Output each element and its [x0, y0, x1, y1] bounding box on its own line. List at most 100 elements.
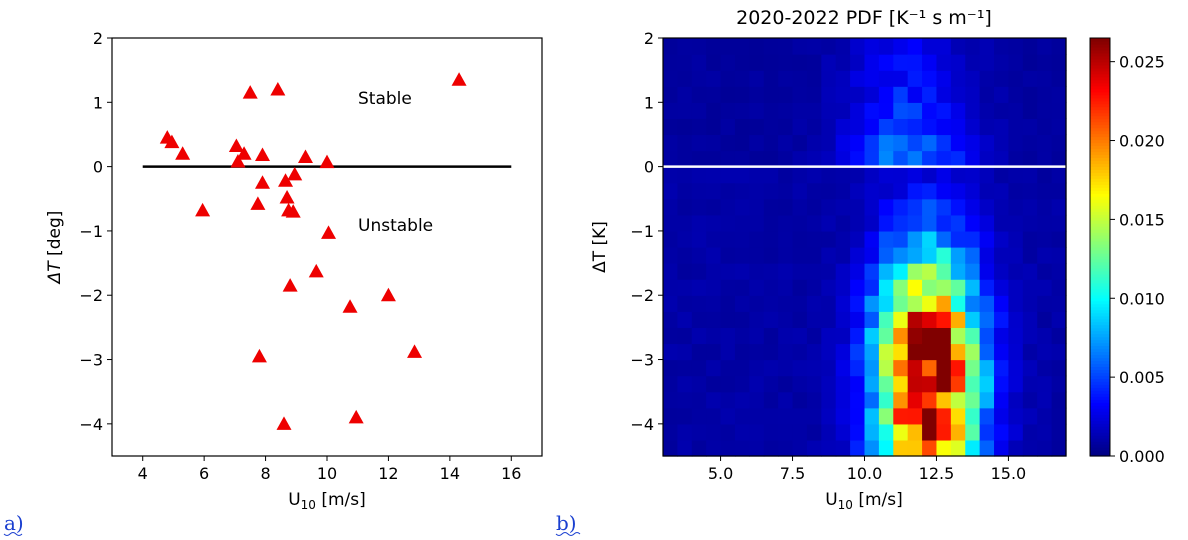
heatmap-cell	[677, 150, 693, 168]
heatmap-cell	[1008, 391, 1024, 409]
heatmap-cell	[965, 214, 981, 232]
heatmap-cell	[763, 70, 779, 87]
heatmap-cell	[691, 375, 707, 393]
colorbar-strip	[1090, 46, 1110, 51]
heatmap-cell	[922, 263, 938, 280]
panel-letter-a: a)	[4, 511, 24, 535]
heatmap-cell	[835, 263, 851, 280]
heatmap-cell	[749, 439, 765, 457]
heatmap-cell	[663, 166, 678, 184]
heatmap-cell	[1008, 134, 1024, 152]
heatmap-cell	[778, 439, 794, 457]
heatmap-cell	[749, 166, 765, 184]
heatmap-cell	[792, 407, 808, 425]
colorbar-strip	[1090, 354, 1110, 359]
heatmap-cell	[734, 134, 750, 152]
heatmap-cell	[734, 247, 750, 264]
heatmap-cell	[720, 423, 736, 441]
heatmap-cell	[864, 375, 880, 393]
colorbar-strip	[1090, 226, 1110, 230]
heatmap-cell	[907, 439, 923, 457]
colorbar-tick-label: 0.010	[1119, 289, 1165, 308]
y-tick-label: −1	[79, 222, 103, 241]
heatmap-cell	[806, 38, 822, 55]
heatmap-cell	[734, 86, 750, 103]
heatmap-cell	[936, 311, 952, 328]
heatmap-cell	[778, 70, 794, 87]
heatmap-cell	[720, 150, 736, 168]
heatmap-cell	[749, 54, 765, 71]
heatmap-cell	[936, 134, 952, 152]
heatmap-cell	[994, 182, 1010, 200]
heatmap-cell	[1008, 295, 1024, 312]
heatmap-cell	[950, 327, 966, 345]
colorbar-strip	[1090, 91, 1110, 96]
heatmap-cell	[950, 70, 966, 87]
heatmap-cell	[994, 86, 1010, 103]
heatmap-cell	[1022, 38, 1038, 55]
heatmap-cell	[979, 38, 995, 55]
colorbar-strip	[1090, 345, 1110, 350]
heatmap-cell	[677, 263, 693, 280]
colorbar-strip	[1090, 151, 1110, 156]
heatmap-cell	[864, 407, 880, 425]
heatmap-cell	[1008, 70, 1024, 87]
colorbar-strip	[1090, 375, 1110, 379]
heatmap-cell	[864, 38, 880, 55]
heatmap-cell	[878, 198, 894, 216]
heatmap-cell	[864, 359, 880, 377]
heatmap-cell	[994, 407, 1010, 425]
heatmap-cell	[1051, 343, 1067, 361]
y-tick-label: 2	[93, 29, 103, 48]
heatmap-cell	[936, 150, 952, 168]
heatmap-cell	[778, 54, 794, 71]
heatmap-cell	[792, 38, 808, 55]
heatmap-cell	[1037, 214, 1053, 232]
heatmap-cell	[1037, 102, 1053, 119]
heatmap-cell	[720, 102, 736, 119]
heatmap-cell	[706, 247, 722, 264]
heatmap-cell	[994, 311, 1010, 328]
heatmap-cell	[907, 295, 923, 312]
heatmap-cell	[806, 86, 822, 103]
heatmap-cell	[979, 263, 995, 280]
heatmap-cell	[907, 70, 923, 87]
heatmap-cell	[878, 375, 894, 393]
heatmap-cell	[864, 247, 880, 264]
heatmap-cell	[806, 423, 822, 441]
heatmap-cell	[864, 198, 880, 216]
colorbar-tick-label: 0.000	[1119, 447, 1165, 466]
heatmap-cell	[734, 70, 750, 87]
colorbar-strip	[1090, 327, 1110, 332]
heatmap-cell	[950, 247, 966, 264]
heatmap-cell	[907, 86, 923, 103]
heatmap-cell	[763, 423, 779, 441]
heatmap-y-axis-label: ΔT [K]	[590, 221, 610, 273]
heatmap-cell	[907, 38, 923, 55]
heatmap-cell	[720, 134, 736, 152]
heatmap-cell	[806, 343, 822, 361]
heatmap-cell	[677, 70, 693, 87]
scatter-point	[298, 149, 313, 163]
heatmap-cell	[1008, 102, 1024, 119]
heatmap-cell	[792, 279, 808, 296]
heatmap-cell	[907, 391, 923, 409]
heatmap-cell	[907, 118, 923, 136]
heatmap-cell	[936, 439, 952, 457]
heatmap-cell	[734, 343, 750, 361]
heatmap-cell	[792, 263, 808, 280]
heatmap-cell	[907, 247, 923, 264]
heatmap-cell	[994, 391, 1010, 409]
heatmap-cell	[950, 166, 966, 184]
colorbar-strip	[1090, 288, 1110, 293]
heatmap-cell	[878, 343, 894, 361]
heatmap-cell	[749, 38, 765, 55]
heatmap-cell	[1037, 182, 1053, 200]
heatmap-cell	[936, 182, 952, 200]
heatmap-cell	[1022, 166, 1038, 184]
colorbar-strip	[1090, 70, 1110, 75]
heatmap-cell	[835, 198, 851, 216]
heatmap-cell	[950, 198, 966, 216]
heatmap-cell	[691, 311, 707, 328]
heatmap-cell	[677, 118, 693, 136]
